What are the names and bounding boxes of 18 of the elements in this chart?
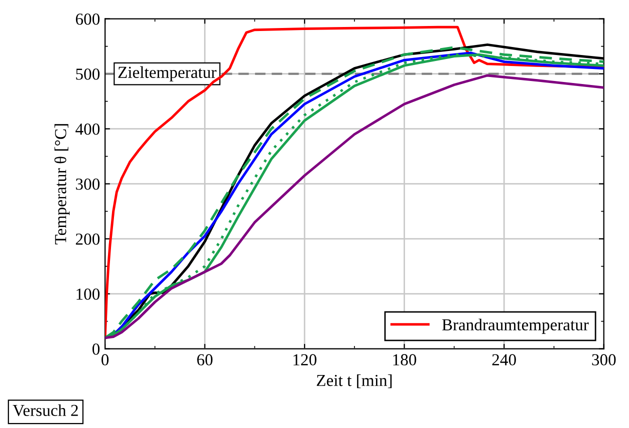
y-tick-label: 400 <box>76 124 100 135</box>
x-tick-label: 300 <box>592 354 616 366</box>
y-tick-label: 100 <box>76 288 100 300</box>
legend-label: Brandraumtemperatur <box>442 318 589 334</box>
ref-line-label: Zieltemperatur <box>118 66 216 82</box>
y-tick-label: 200 <box>76 234 100 245</box>
x-tick-label: 60 <box>197 354 212 366</box>
x-tick-label: 240 <box>492 354 516 366</box>
y-tick-label: 600 <box>76 14 100 25</box>
y-tick-label: 500 <box>76 68 100 80</box>
x-tick-label: 120 <box>294 354 316 366</box>
x-axis-title: Zeit t [min] <box>316 374 392 388</box>
y-tick-label: 0 <box>92 344 100 355</box>
y-axis-title: Temperatur θ [°C] <box>54 124 70 244</box>
x-tick-label: 0 <box>102 354 109 366</box>
x-tick-label: 180 <box>393 354 416 366</box>
text: Versuch 2 <box>12 404 78 416</box>
y-tick-label: 300 <box>76 178 100 190</box>
